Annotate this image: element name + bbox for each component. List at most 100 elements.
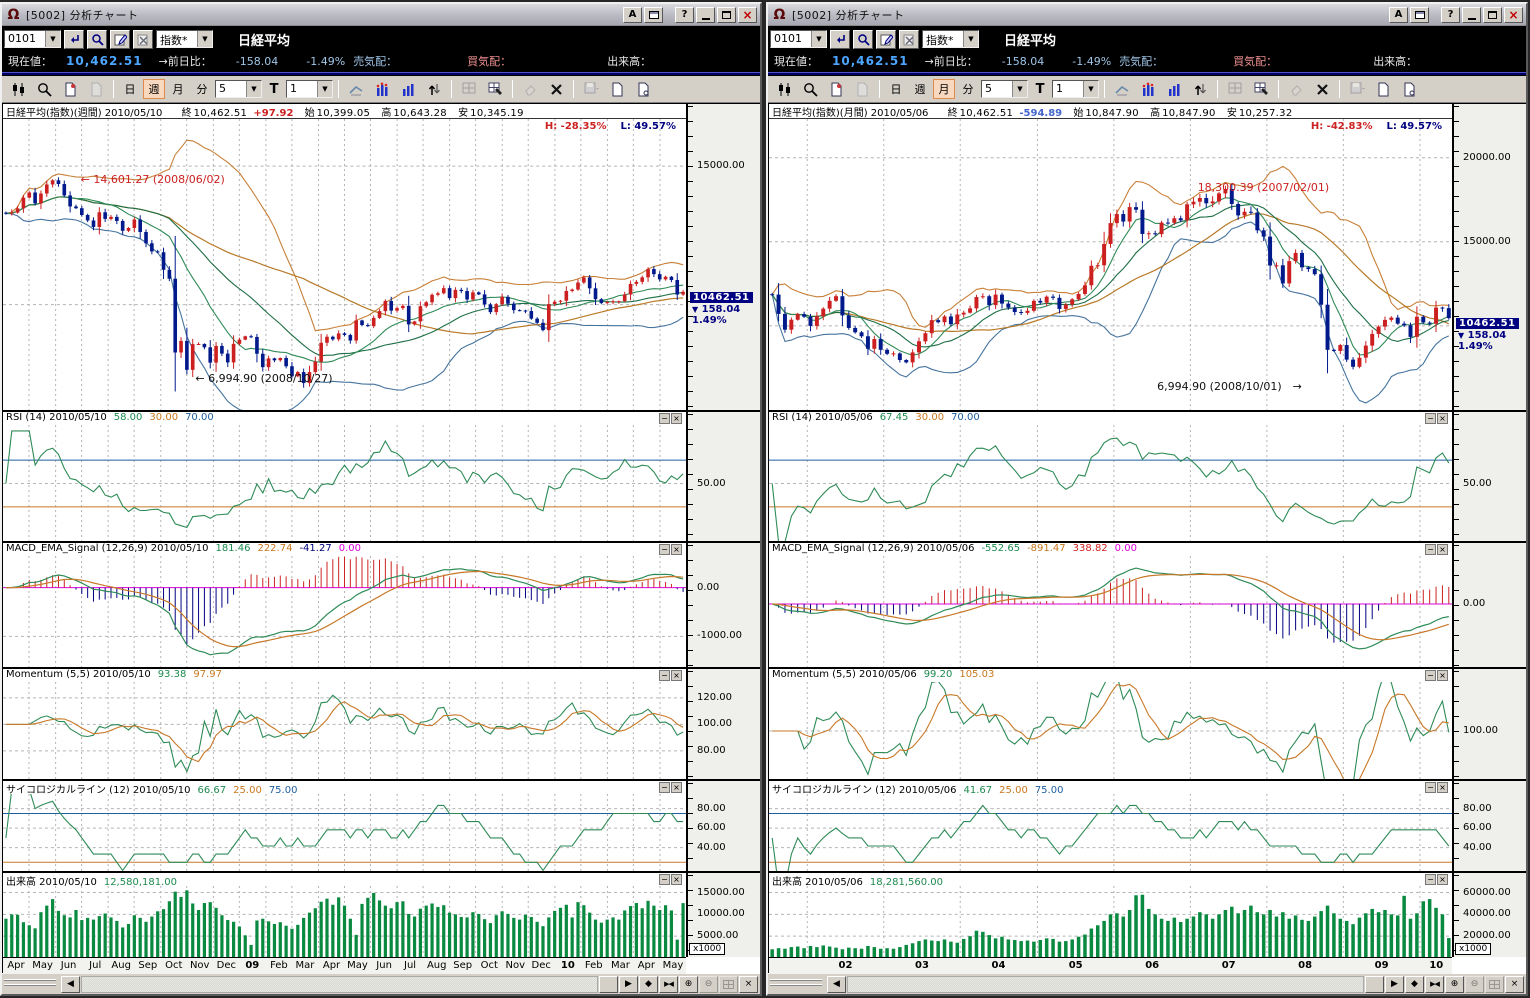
new-page-icon[interactable] [58, 78, 82, 100]
period-week-button[interactable]: 週 [143, 79, 165, 99]
resize-grip-icon[interactable] [770, 979, 822, 989]
market-type-select[interactable]: 指数* ▼ [922, 30, 979, 48]
period-day-button[interactable]: 日 [119, 79, 141, 99]
rsi-chart[interactable] [769, 425, 1452, 541]
save-template-icon[interactable] [579, 78, 603, 100]
new-page-icon[interactable] [824, 78, 848, 100]
page-load-icon[interactable] [631, 78, 655, 100]
panel-minimize-button[interactable]: − [659, 670, 670, 681]
macd-chart[interactable] [769, 556, 1452, 667]
compress-bars-button[interactable]: ▶◀ [659, 975, 678, 993]
page-save-icon[interactable] [1371, 78, 1395, 100]
panel-minimize-button[interactable]: − [659, 413, 670, 424]
panel-minimize-button[interactable]: − [1425, 670, 1436, 681]
psychological-chart[interactable] [769, 794, 1452, 871]
close-button[interactable]: × [1504, 6, 1523, 23]
scroll-left-button[interactable]: ◀ [827, 975, 846, 993]
eraser-icon[interactable] [518, 78, 542, 100]
candle-chart-icon[interactable] [772, 78, 796, 100]
sort-arrows-icon[interactable] [1188, 78, 1212, 100]
a-mode-button[interactable]: A [1389, 6, 1408, 23]
candlestick-chart[interactable] [3, 119, 686, 410]
rsi-chart[interactable] [3, 425, 686, 541]
a-mode-button[interactable]: A [623, 6, 642, 23]
scroll-right-button[interactable]: ▶ [1385, 975, 1404, 993]
panel-close-button[interactable]: × [1437, 670, 1448, 681]
bar-chart-icon[interactable] [396, 78, 420, 100]
panel-minimize-button[interactable]: − [1425, 544, 1436, 555]
enter-button[interactable] [830, 29, 850, 49]
panel-close-button[interactable]: × [671, 413, 682, 424]
psychological-chart[interactable] [3, 794, 686, 871]
grid-toggle-button[interactable] [1485, 975, 1504, 993]
zoom-out-button[interactable]: ⊖ [699, 975, 718, 993]
scroll-left-button[interactable]: ◀ [61, 975, 80, 993]
symbol-code-select[interactable]: 0101 ▼ [770, 30, 827, 48]
scrollbar-thumb[interactable] [1365, 975, 1384, 993]
market-type-select[interactable]: 指数* ▼ [156, 30, 213, 48]
zoom-in-button[interactable]: ⊕ [1445, 975, 1464, 993]
period-month-button[interactable]: 月 [167, 79, 189, 99]
grid-toggle-button[interactable] [719, 975, 738, 993]
window-layout-button[interactable] [644, 6, 663, 23]
text-tool-button[interactable]: T [1030, 79, 1050, 99]
panel-minimize-button[interactable]: − [659, 874, 670, 885]
scrollbar-track[interactable] [847, 975, 1364, 993]
panel-minimize-button[interactable]: − [1425, 413, 1436, 424]
zoom-out-button[interactable]: ⊖ [1465, 975, 1484, 993]
panel-close-button[interactable]: × [1437, 874, 1448, 885]
scroll-right-button[interactable]: ▶ [619, 975, 638, 993]
panel-close-button[interactable]: × [671, 874, 682, 885]
resize-grip-icon[interactable] [4, 979, 56, 989]
compare-chart-icon[interactable] [370, 78, 394, 100]
search-button[interactable] [853, 29, 873, 49]
page-save-icon[interactable] [605, 78, 629, 100]
period-month-button[interactable]: 月 [933, 79, 955, 99]
expand-bars-button[interactable]: ◆ [639, 975, 658, 993]
minute-interval-select[interactable]: 5 ▼ [981, 80, 1028, 98]
period-day-button[interactable]: 日 [885, 79, 907, 99]
expand-bars-button[interactable]: ◆ [1405, 975, 1424, 993]
trendline-tool-icon[interactable] [1110, 78, 1134, 100]
macd-chart[interactable] [3, 556, 686, 667]
tick-count-select[interactable]: 1 ▼ [1052, 80, 1099, 98]
titlebar[interactable]: Ω [5002] 分析チャート A ? × [2, 4, 760, 26]
panel-minimize-button[interactable]: − [1425, 782, 1436, 793]
eraser-icon[interactable] [1284, 78, 1308, 100]
tick-count-select[interactable]: 1 ▼ [286, 80, 333, 98]
enter-button[interactable] [64, 29, 84, 49]
minute-interval-select[interactable]: 5 ▼ [215, 80, 262, 98]
candle-chart-icon[interactable] [6, 78, 30, 100]
zoom-chart-icon[interactable] [32, 78, 56, 100]
momentum-chart[interactable] [3, 682, 686, 779]
symbol-code-select[interactable]: 0101 ▼ [4, 30, 61, 48]
maximize-button[interactable] [1483, 6, 1502, 23]
search-button[interactable] [87, 29, 107, 49]
panel-minimize-button[interactable]: − [659, 782, 670, 793]
compress-bars-button[interactable]: ▶◀ [1425, 975, 1444, 993]
help-button[interactable]: ? [675, 6, 694, 23]
panel-close-button[interactable]: × [671, 544, 682, 555]
panel-minimize-button[interactable]: − [1425, 874, 1436, 885]
close-chart-button[interactable]: × [1505, 975, 1524, 993]
bar-chart-icon[interactable] [1162, 78, 1186, 100]
grid-settings-icon[interactable] [457, 78, 481, 100]
panel-close-button[interactable]: × [1437, 782, 1448, 793]
panel-minimize-button[interactable]: − [659, 544, 670, 555]
panel-close-button[interactable]: × [1437, 544, 1448, 555]
trendline-tool-icon[interactable] [344, 78, 368, 100]
page-load-icon[interactable] [1397, 78, 1421, 100]
memo-edit-button[interactable] [876, 29, 896, 49]
compare-chart-icon[interactable] [1136, 78, 1160, 100]
period-minute-button[interactable]: 分 [957, 79, 979, 99]
memo-off-button[interactable] [899, 29, 919, 49]
close-button[interactable]: × [738, 6, 757, 23]
memo-off-button[interactable] [133, 29, 153, 49]
help-button[interactable]: ? [1441, 6, 1460, 23]
minimize-button[interactable] [696, 6, 715, 23]
memo-edit-button[interactable] [110, 29, 130, 49]
panel-close-button[interactable]: × [1437, 413, 1448, 424]
scrollbar-thumb[interactable] [599, 975, 618, 993]
period-minute-button[interactable]: 分 [191, 79, 213, 99]
zoom-chart-icon[interactable] [798, 78, 822, 100]
